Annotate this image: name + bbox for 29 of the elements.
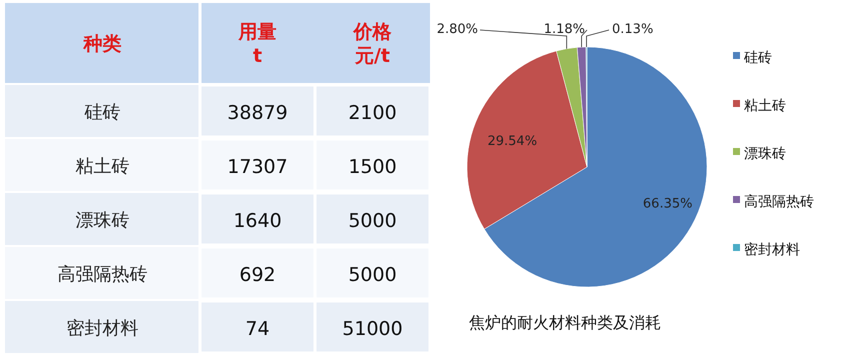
y-tick-label: 硅砖 xyxy=(84,102,120,123)
data-label: 5000 xyxy=(348,264,397,286)
data-label: 0.13% xyxy=(612,22,654,37)
data-label: 74 xyxy=(245,318,270,340)
y-tick-label: 高强隔热砖 xyxy=(58,264,148,285)
y-tick-label: 漂珠砖 xyxy=(76,210,130,231)
data-label: 1500 xyxy=(348,156,397,178)
x-tick-label: 用量t xyxy=(238,21,276,67)
data-label: 17307 xyxy=(227,156,288,178)
legend-label: 高强隔热砖 xyxy=(744,194,814,210)
data-label: 5000 xyxy=(348,210,397,232)
y-tick-label: 密封材料 xyxy=(66,318,138,339)
data-label: 692 xyxy=(239,264,276,286)
x-tick-label: 价格元/t xyxy=(352,21,392,67)
data-label: 51000 xyxy=(342,318,403,340)
legend-label: 硅砖 xyxy=(743,50,772,66)
legend-label: 粘土砖 xyxy=(744,98,786,114)
legend-label: 漂珠砖 xyxy=(744,146,786,162)
data-label: 2100 xyxy=(348,102,397,124)
data-label: 1640 xyxy=(233,210,282,232)
data-label: 38879 xyxy=(227,102,288,124)
text: 焦炉的耐火材料种类及消耗 xyxy=(469,313,661,332)
data-label: 2.80% xyxy=(436,22,478,37)
data-label: 66.35% xyxy=(642,196,692,212)
legend-label: 密封材料 xyxy=(744,242,800,258)
data-label: 29.54% xyxy=(487,134,538,149)
data-label: 1.18% xyxy=(544,22,585,37)
y-tick-label: 粘土砖 xyxy=(76,156,130,177)
y-axis-title: 种类 xyxy=(82,33,122,55)
